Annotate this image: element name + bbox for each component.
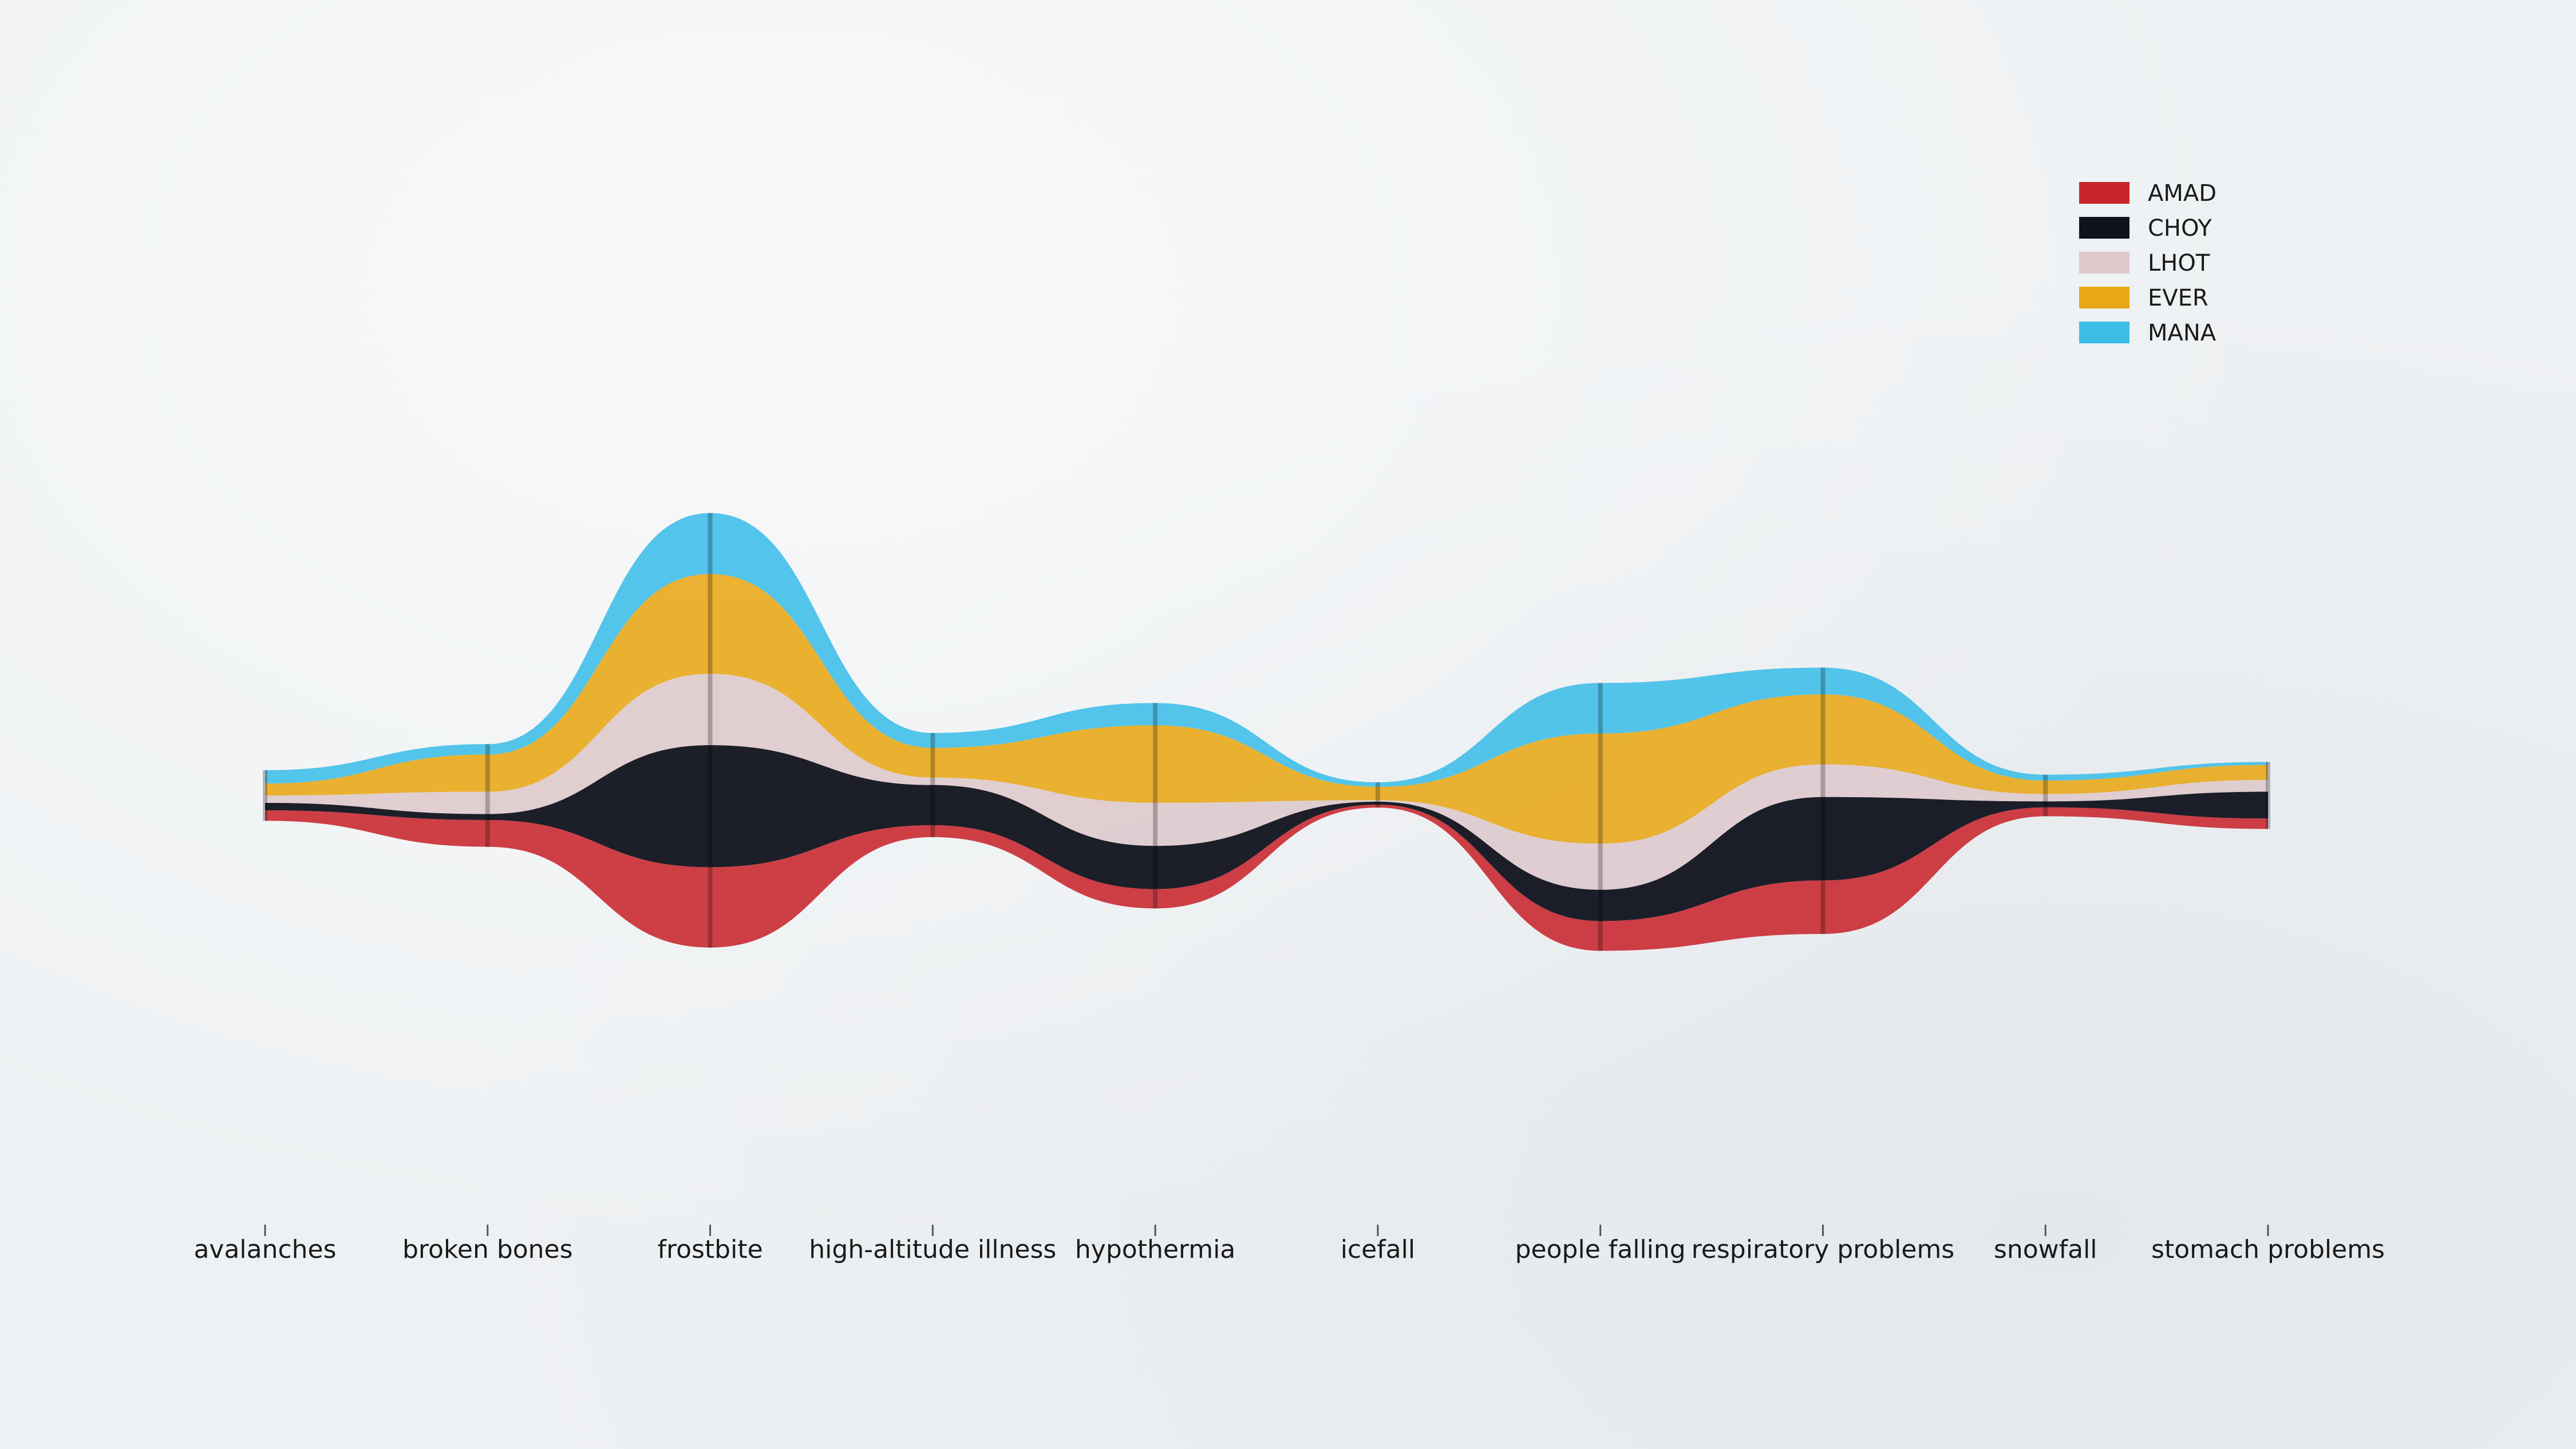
tick-label: high-altitude illness: [809, 1235, 1056, 1264]
streams-layer: [265, 513, 2268, 951]
legend-label-choy: CHOY: [2148, 215, 2212, 242]
legend-swatch-ever: [2079, 287, 2129, 308]
tick-label: respiratory problems: [1692, 1235, 1955, 1264]
category-labels: avalanches broken bones frostbite high-alti…: [193, 1235, 2385, 1264]
legend: AMAD CHOY LHOT EVER MANA: [2079, 180, 2217, 346]
category-ticks: [263, 513, 2270, 1236]
tick-label: people falling: [1515, 1235, 1686, 1264]
tick-label: broken bones: [402, 1235, 573, 1264]
legend-label-ever: EVER: [2148, 285, 2208, 311]
legend-swatch-amad: [2079, 182, 2129, 204]
tick-label: frostbite: [657, 1235, 762, 1264]
stream-lhot: [265, 674, 2268, 890]
stream-ever: [265, 574, 2268, 844]
tick-label: snowfall: [1994, 1235, 2097, 1264]
legend-swatch-lhot: [2079, 252, 2129, 274]
legend-swatch-mana: [2079, 322, 2129, 343]
tick-label: hypothermia: [1075, 1235, 1235, 1264]
stream-amad: [265, 805, 2268, 951]
legend-label-lhot: LHOT: [2148, 250, 2210, 276]
legend-swatch-choy: [2079, 217, 2129, 239]
legend-label-amad: AMAD: [2148, 180, 2217, 207]
tick-label: avalanches: [193, 1235, 336, 1264]
stream-mana: [265, 513, 2268, 787]
legend-label-mana: MANA: [2148, 320, 2217, 346]
tick-label: icefall: [1341, 1235, 1415, 1264]
tick-label: stomach problems: [2151, 1235, 2385, 1264]
stream-choy: [265, 745, 2268, 921]
